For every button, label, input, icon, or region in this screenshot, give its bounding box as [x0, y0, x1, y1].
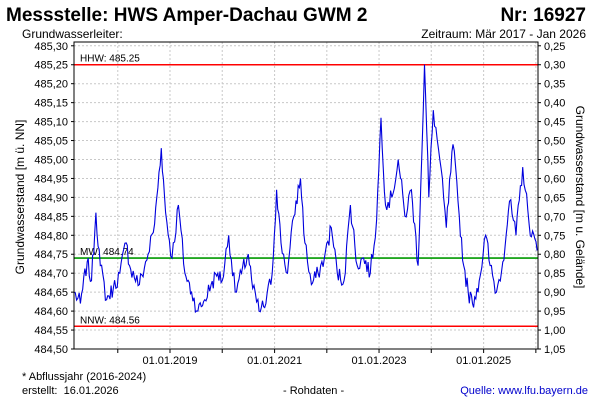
y-tick-label: 484,55: [34, 325, 68, 337]
plot-frame: [73, 41, 539, 350]
reference-line-label: HHW: 485.25: [80, 54, 140, 65]
aquifer-label: Grundwasserleiter:: [22, 27, 123, 41]
y-right-tick-label: 0,25: [544, 41, 565, 53]
y-tick-label: 484,85: [34, 211, 68, 223]
source-link[interactable]: Quelle: www.lfu.bayern.de: [460, 385, 588, 397]
y-tick-label: 484,50: [34, 344, 68, 356]
y-axis-title: Grundwasserstand [m ü. NN]: [13, 120, 27, 275]
y-tick-label: 484,90: [34, 192, 68, 204]
y-tick-label: 484,75: [34, 249, 68, 261]
y-right-tick-label: 0,50: [544, 136, 565, 148]
y-tick-label: 485,15: [34, 98, 68, 110]
y-right-tick-label: 0,35: [544, 79, 565, 91]
y-right-tick-label: 0,70: [544, 211, 565, 223]
y-right-tick-label: 0,90: [544, 287, 565, 299]
y-right-tick-label: 0,40: [544, 98, 565, 110]
y-axis-right-title: Grundwasserstand [m u. Gelände]: [573, 106, 587, 289]
y-right-tick-label: 0,95: [544, 306, 565, 318]
x-tick-label: 01.01.2023: [352, 355, 407, 367]
y-tick-label: 485,30: [34, 41, 68, 53]
y-tick-label: 484,95: [34, 173, 68, 185]
y-tick-label: 485,00: [34, 154, 68, 166]
y-axis-left: 484,50 484,55 484,60 484,65 484,70 484,75 484,…: [34, 41, 74, 356]
y-tick-label: 484,65: [34, 287, 68, 299]
y-axis-right: 0,25 0,30 0,35 0,40 0,45 0,50 0,55 0,60 0,65 0,70…: [538, 41, 565, 356]
y-tick-label: 485,25: [34, 60, 68, 72]
y-right-tick-label: 0,55: [544, 154, 565, 166]
created-date: 16.01.2026: [63, 385, 119, 397]
reference-line-label: MW: 484.74: [80, 247, 134, 258]
y-right-tick-label: 0,80: [544, 249, 565, 261]
y-right-tick-label: 0,65: [544, 192, 565, 204]
period-label: Zeitraum: Mär 2017 - Jan 2026: [421, 27, 586, 41]
y-tick-label: 485,20: [34, 79, 68, 91]
y-right-tick-label: 0,60: [544, 173, 565, 185]
y-tick-label: 484,70: [34, 268, 68, 280]
x-tick-label: 01.01.2025: [456, 355, 511, 367]
created-label: erstellt:: [22, 385, 58, 397]
reference-lines: HHW: 485.25 MW: 484.74 NNW: 484.56: [74, 54, 538, 328]
y-right-tick-label: 1,05: [544, 344, 565, 356]
y-right-tick-label: 0,30: [544, 60, 565, 72]
x-tick-label: 01.01.2019: [142, 355, 197, 367]
x-axis: 01.01.2019 01.01.2021 01.01.2023 01.01.2025: [117, 349, 537, 367]
y-tick-label: 484,80: [34, 230, 68, 242]
chart-title: Messstelle: HWS Amper-Dachau GWM 2: [6, 5, 368, 26]
station-number: Nr: 16927: [500, 5, 586, 26]
created-line: erstellt: 16.01.2026: [22, 385, 119, 397]
y-right-tick-label: 0,45: [544, 117, 565, 129]
footnote: * Abflussjahr (2016-2024): [22, 371, 147, 383]
raw-data-note: - Rohdaten -: [283, 385, 345, 397]
y-tick-label: 485,05: [34, 136, 68, 148]
y-right-tick-label: 0,85: [544, 268, 565, 280]
reference-line-label: NNW: 484.56: [80, 315, 140, 326]
grid: [74, 42, 538, 349]
x-tick-label: 01.01.2021: [247, 355, 302, 367]
series-line: [73, 64, 538, 314]
y-right-tick-label: 0,75: [544, 230, 565, 242]
y-tick-label: 484,60: [34, 306, 68, 318]
y-tick-label: 485,10: [34, 117, 68, 129]
y-right-tick-label: 1,00: [544, 325, 565, 337]
